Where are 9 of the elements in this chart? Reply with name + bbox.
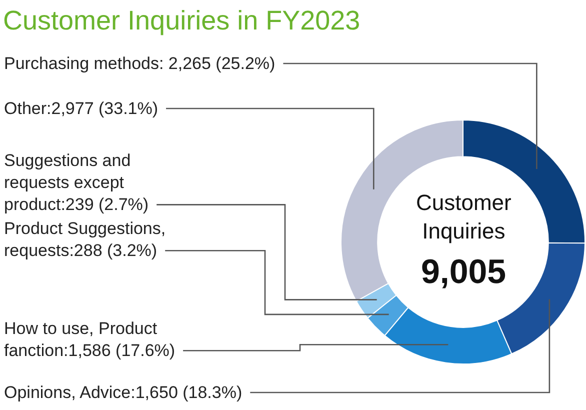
slice-label: Opinions, Advice:1,650 (18.3%) — [4, 383, 242, 402]
text: 9,005 — [421, 253, 506, 291]
text: Customer Inquiries — [416, 190, 512, 244]
chart-title: Customer Inquiries in FY2023 — [3, 5, 360, 36]
slice-label: Suggestions and requests except product:239 (2.7%) — [4, 151, 149, 214]
slice-label: Purchasing methods: 2,265 (25.2%) — [4, 54, 276, 73]
slice-label: How to use, Product fanction:1,586 (17.6%) — [4, 319, 176, 360]
slice-label: Other:2,977 (33.1%) — [4, 99, 158, 118]
slice-label: Product Suggestions, requests:288 (3.2%) — [4, 219, 166, 260]
